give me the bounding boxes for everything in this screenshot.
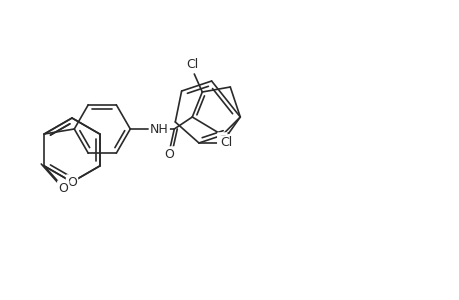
Text: Cl: Cl	[219, 136, 232, 149]
Text: O: O	[164, 148, 174, 160]
Text: O: O	[58, 182, 68, 194]
Text: O: O	[67, 176, 77, 188]
Text: NH: NH	[150, 122, 168, 136]
Text: Cl: Cl	[186, 58, 198, 70]
Text: S: S	[218, 134, 226, 146]
